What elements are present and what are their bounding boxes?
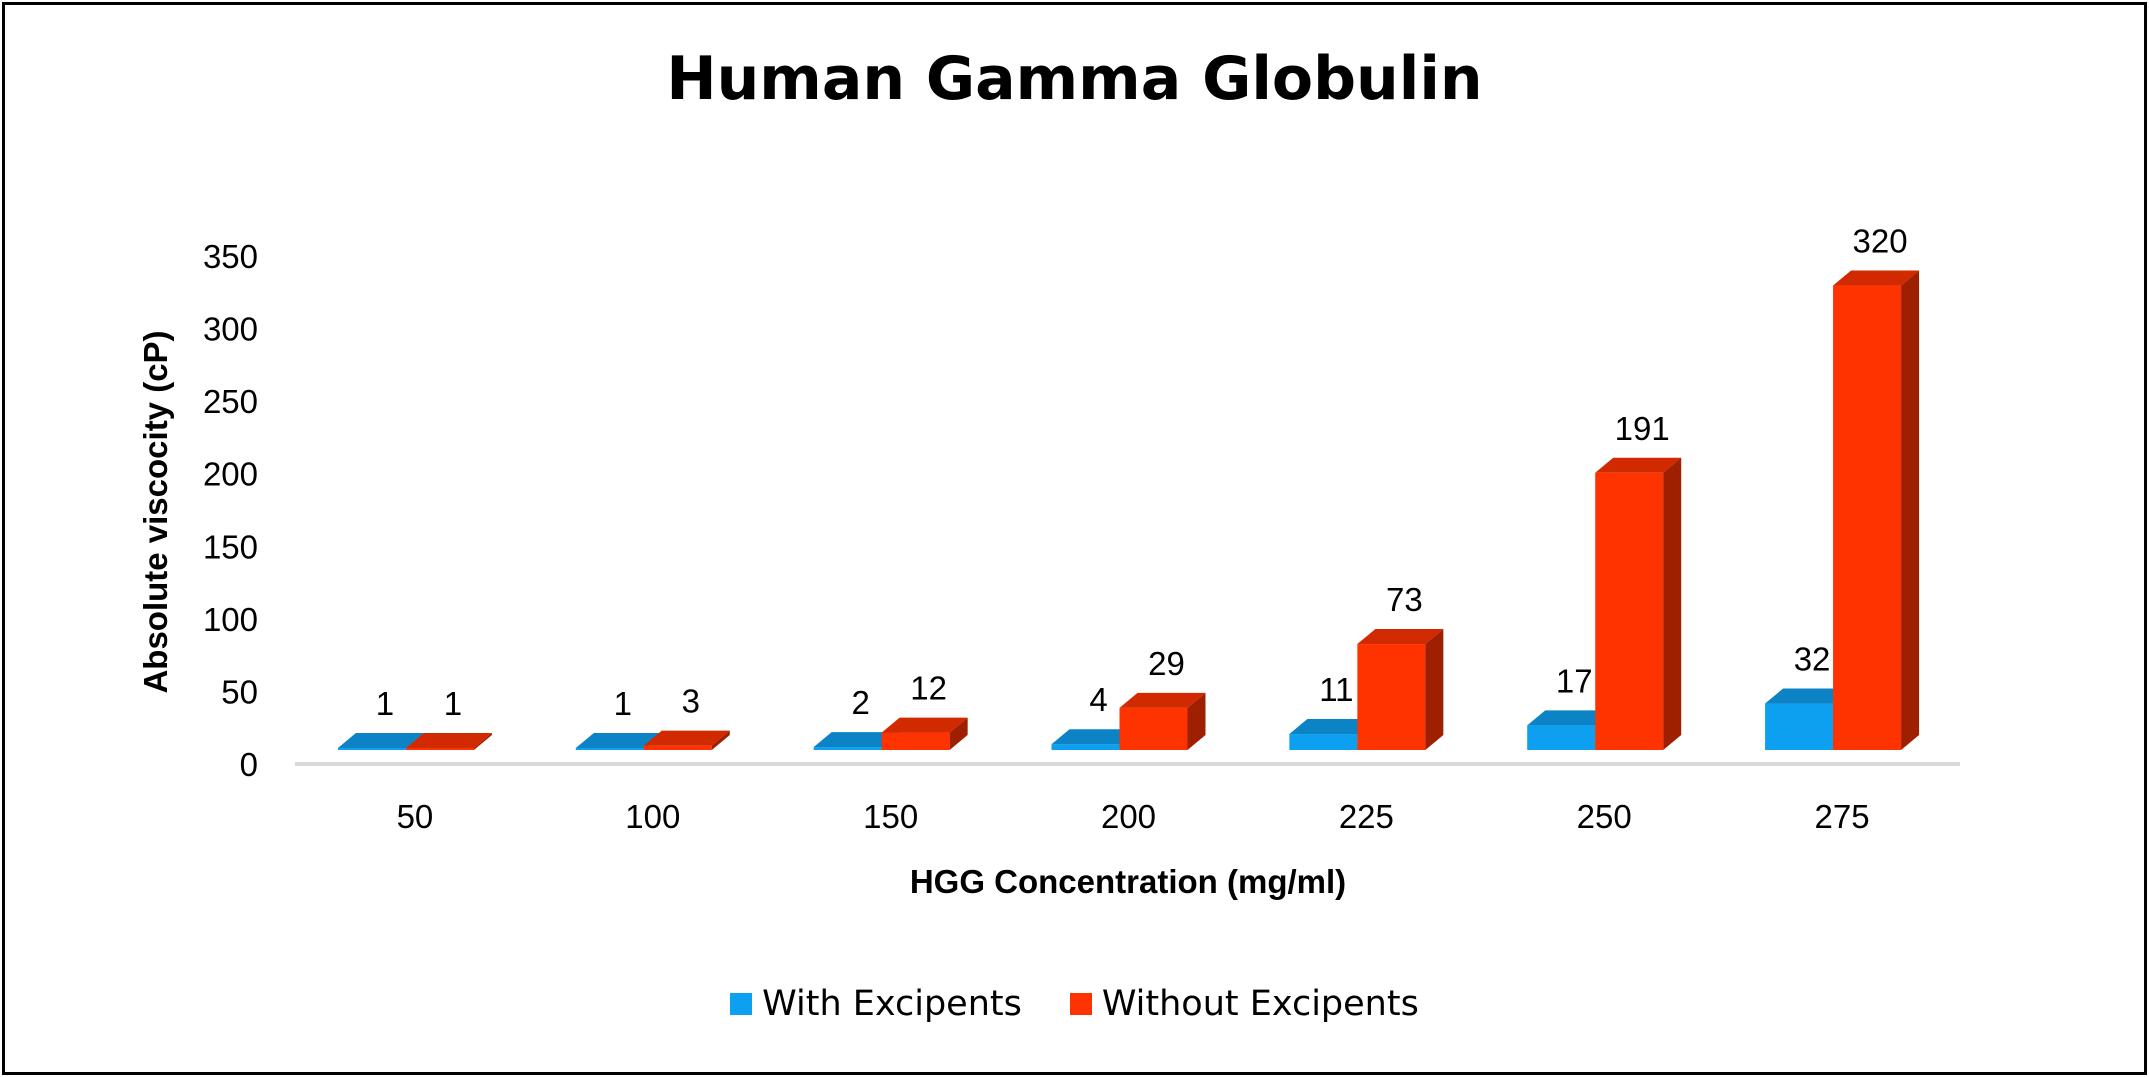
bar-front [643, 745, 712, 750]
bar-without-excipents-250 [1595, 457, 1682, 750]
bar-side [711, 730, 730, 750]
bar-top [337, 733, 424, 748]
legend-swatch-with-excipents [730, 993, 753, 1015]
bar-front [1833, 285, 1902, 750]
x-tick-label: 200 [1101, 798, 1156, 835]
y-tick-label: 50 [221, 673, 258, 710]
data-label: 1 [444, 685, 462, 722]
data-label: 191 [1615, 410, 1670, 447]
bar-top [1595, 457, 1682, 473]
bar-top [643, 730, 730, 746]
bar-front [881, 732, 950, 750]
y-axis-label: Absolute viscocity (cP) [137, 330, 174, 693]
legend-item-with-excipents: With Excipents [730, 984, 1022, 1024]
bar-without-excipents-275 [1833, 270, 1920, 750]
legend-label-with-excipents: With Excipents [762, 984, 1022, 1024]
y-tick-label: 100 [203, 601, 258, 638]
bar-without-excipents-225 [1357, 629, 1444, 750]
bar-top [813, 732, 900, 748]
legend-swatch-without-excipents [1069, 993, 1092, 1015]
data-label: 11 [1319, 671, 1353, 708]
bar-front [1595, 472, 1664, 750]
bar-top [1833, 270, 1920, 286]
x-tick-label: 50 [397, 798, 434, 835]
data-label: 12 [910, 670, 947, 707]
y-tick-label: 350 [203, 238, 258, 275]
y-tick-label: 0 [240, 746, 258, 783]
y-tick-label: 150 [203, 528, 258, 565]
bar-side [949, 717, 968, 750]
bar-front [575, 748, 644, 750]
bar-front [1289, 734, 1358, 750]
legend-label-without-excipents: Without Excipents [1101, 984, 1419, 1024]
bar-side [1425, 629, 1444, 750]
bar-with-excipents-250 [1527, 710, 1614, 750]
data-label: 32 [1794, 641, 1831, 678]
data-label: 4 [1089, 681, 1107, 718]
data-label: 17 [1556, 662, 1593, 699]
bar-side [1901, 270, 1920, 750]
chart-title: Human Gamma Globulin [666, 44, 1483, 114]
bar-top [1527, 710, 1614, 726]
bar-front [1051, 744, 1120, 750]
x-tick-label: 100 [625, 798, 680, 835]
x-axis-label: HGG Concentration (mg/ml) [910, 863, 1346, 900]
data-label: 73 [1386, 581, 1423, 618]
bar-front [1357, 644, 1426, 750]
bar-without-excipents-100 [643, 730, 730, 750]
x-tick-label: 275 [1815, 798, 1870, 835]
data-label: 3 [682, 683, 700, 720]
bar-without-excipents-200 [1119, 692, 1206, 750]
bar-without-excipents-50 [405, 733, 492, 750]
bar-top [1289, 719, 1376, 735]
y-tick-label: 300 [203, 311, 258, 348]
bar-top [1357, 629, 1444, 645]
data-label: 320 [1853, 223, 1908, 260]
bar-front [405, 748, 474, 750]
bar-top [405, 733, 492, 748]
bar-side [1663, 457, 1682, 750]
bar-top [1051, 729, 1138, 745]
x-tick-label: 150 [863, 798, 918, 835]
legend-item-without-excipents: Without Excipents [1069, 984, 1419, 1024]
bar-front [1119, 707, 1188, 750]
y-tick-label: 200 [203, 456, 258, 493]
x-tick-label: 225 [1339, 798, 1394, 835]
y-tick-label: 250 [203, 383, 258, 420]
bar-top [881, 717, 968, 733]
legend: With Excipents Without Excipents [0, 984, 2149, 1024]
data-label: 29 [1148, 645, 1185, 682]
bar-front [337, 748, 406, 750]
data-label: 1 [614, 685, 632, 722]
data-label: 1 [376, 685, 394, 722]
bar-front [1765, 703, 1834, 750]
bar-front [813, 747, 882, 750]
bar-front [1527, 725, 1596, 750]
bar-top [575, 733, 662, 748]
bar-side [473, 733, 492, 750]
bar-top [1765, 688, 1852, 704]
bar-top [1119, 692, 1206, 708]
bar-side [1187, 692, 1206, 750]
bar-without-excipents-150 [881, 717, 968, 750]
data-label: 2 [851, 684, 869, 721]
x-tick-label: 250 [1577, 798, 1632, 835]
